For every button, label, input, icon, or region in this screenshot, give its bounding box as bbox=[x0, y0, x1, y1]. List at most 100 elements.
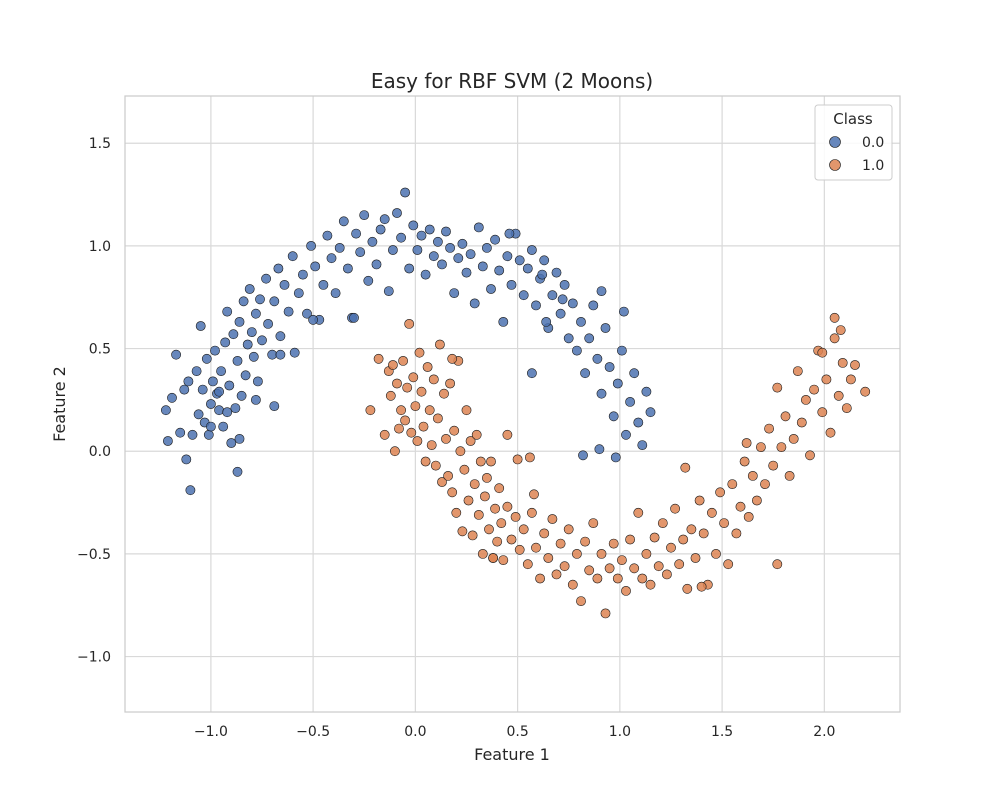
data-point-class-1 bbox=[621, 586, 631, 596]
data-point-class-0 bbox=[576, 316, 586, 327]
data-point-class-1 bbox=[743, 512, 754, 522]
data-point-class-1 bbox=[612, 573, 623, 584]
data-point-class-0 bbox=[342, 263, 353, 274]
data-point-class-1 bbox=[641, 549, 652, 559]
data-point-class-1 bbox=[600, 608, 611, 619]
data-point-class-1 bbox=[531, 542, 541, 553]
data-point-class-0 bbox=[306, 240, 316, 251]
data-point-class-0 bbox=[375, 224, 386, 235]
data-point-class-0 bbox=[218, 421, 229, 432]
data-point-class-0 bbox=[531, 300, 541, 311]
data-point-class-0 bbox=[167, 392, 177, 403]
data-point-class-0 bbox=[330, 288, 341, 298]
data-point-class-0 bbox=[396, 232, 406, 243]
data-point-class-1 bbox=[396, 405, 406, 416]
data-point-class-0 bbox=[449, 288, 460, 298]
data-point-class-0 bbox=[617, 345, 627, 356]
data-point-class-1 bbox=[666, 542, 676, 553]
data-point-class-0 bbox=[445, 242, 455, 253]
data-point-class-1 bbox=[604, 563, 615, 574]
data-point-class-1 bbox=[674, 559, 685, 570]
data-point-class-0 bbox=[539, 255, 550, 266]
data-point-class-0 bbox=[453, 253, 464, 264]
data-point-class-0 bbox=[263, 318, 273, 329]
data-point-class-0 bbox=[191, 366, 202, 376]
data-point-class-0 bbox=[621, 429, 631, 440]
data-point-class-1 bbox=[792, 366, 803, 376]
data-point-class-1 bbox=[547, 514, 558, 524]
data-point-class-1 bbox=[430, 460, 441, 471]
data-point-class-1 bbox=[402, 382, 413, 393]
data-point-class-1 bbox=[686, 524, 697, 535]
data-point-class-0 bbox=[269, 401, 280, 411]
data-point-class-0 bbox=[592, 353, 603, 364]
data-point-class-0 bbox=[175, 427, 186, 438]
data-point-class-1 bbox=[841, 403, 852, 413]
data-point-class-1 bbox=[365, 405, 376, 416]
data-point-class-1 bbox=[506, 534, 517, 545]
data-point-class-0 bbox=[504, 228, 515, 239]
data-point-class-1 bbox=[387, 360, 398, 370]
data-point-class-0 bbox=[490, 234, 500, 245]
data-point-class-1 bbox=[494, 483, 505, 494]
data-point-class-1 bbox=[459, 464, 470, 475]
data-point-class-0 bbox=[604, 362, 615, 372]
data-point-class-0 bbox=[283, 306, 294, 317]
data-point-class-1 bbox=[418, 421, 429, 432]
data-point-class-1 bbox=[850, 360, 860, 370]
data-point-class-1 bbox=[406, 427, 417, 438]
data-point-class-0 bbox=[441, 226, 451, 237]
data-point-class-0 bbox=[588, 300, 599, 311]
data-point-class-1 bbox=[696, 581, 707, 592]
data-point-class-1 bbox=[653, 561, 664, 572]
legend-marker-class-1 bbox=[829, 159, 841, 171]
data-point-class-0 bbox=[287, 251, 298, 262]
data-point-class-1 bbox=[817, 347, 828, 358]
data-point-class-1 bbox=[617, 555, 627, 565]
data-point-class-0 bbox=[222, 407, 233, 418]
data-point-class-1 bbox=[796, 417, 807, 428]
data-point-class-0 bbox=[205, 399, 216, 409]
data-point-class-0 bbox=[250, 394, 261, 405]
data-point-class-1 bbox=[756, 442, 766, 452]
data-point-class-1 bbox=[394, 423, 404, 434]
data-point-class-1 bbox=[657, 518, 668, 528]
data-point-class-0 bbox=[486, 284, 496, 294]
data-point-class-0 bbox=[269, 296, 280, 307]
data-point-class-1 bbox=[567, 579, 578, 590]
data-point-class-1 bbox=[477, 549, 488, 559]
data-point-class-1 bbox=[817, 407, 828, 418]
data-point-class-0 bbox=[379, 214, 390, 225]
data-point-class-1 bbox=[678, 534, 689, 545]
data-point-class-0 bbox=[302, 308, 312, 319]
data-point-class-1 bbox=[527, 507, 537, 518]
data-point-class-1 bbox=[833, 390, 844, 401]
data-point-class-1 bbox=[420, 456, 431, 467]
data-point-class-0 bbox=[412, 245, 423, 255]
data-point-class-1 bbox=[707, 507, 717, 518]
data-point-class-1 bbox=[451, 507, 462, 518]
data-point-class-0 bbox=[242, 339, 253, 350]
data-point-class-1 bbox=[698, 528, 709, 539]
x-tick-label: 0.5 bbox=[506, 724, 528, 740]
legend: Class 0.0 1.0 bbox=[814, 104, 893, 181]
data-point-class-1 bbox=[404, 318, 415, 329]
data-point-class-0 bbox=[193, 409, 204, 420]
data-point-class-1 bbox=[764, 423, 774, 434]
data-point-class-0 bbox=[185, 485, 196, 496]
data-point-class-1 bbox=[510, 512, 521, 522]
data-point-class-1 bbox=[629, 563, 640, 574]
data-point-class-0 bbox=[267, 349, 278, 360]
data-point-class-0 bbox=[238, 296, 249, 307]
data-point-class-1 bbox=[727, 479, 738, 489]
data-point-class-0 bbox=[201, 353, 212, 364]
data-point-class-0 bbox=[351, 228, 361, 239]
data-point-class-0 bbox=[203, 429, 214, 440]
data-point-class-0 bbox=[322, 230, 333, 241]
data-point-class-0 bbox=[580, 368, 590, 379]
data-point-class-0 bbox=[367, 236, 378, 247]
data-point-class-1 bbox=[525, 452, 535, 463]
data-point-class-0 bbox=[207, 376, 218, 387]
data-point-class-1 bbox=[780, 411, 791, 422]
data-point-class-1 bbox=[543, 553, 554, 563]
